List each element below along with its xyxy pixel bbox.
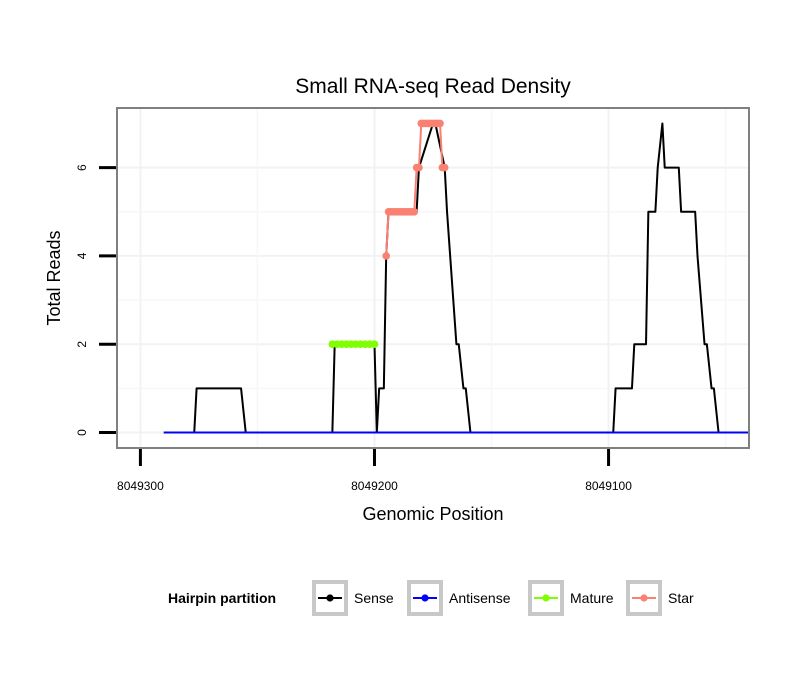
x-tick-label-2: 8049100 xyxy=(585,479,632,493)
legend-entry-mature: Mature xyxy=(528,580,614,616)
y-axis: 0 2 4 6 xyxy=(75,164,116,436)
legend-entry-sense: Sense xyxy=(312,580,394,616)
star-point xyxy=(410,207,419,216)
star-point xyxy=(382,252,390,260)
y-tick-label-0: 0 xyxy=(75,429,89,436)
star-series xyxy=(382,119,449,260)
x-tick-label-0: 8049300 xyxy=(117,479,164,493)
y-tick-label-1: 2 xyxy=(75,341,89,348)
x-tick-label-1: 8049200 xyxy=(351,479,398,493)
star-point xyxy=(415,163,423,172)
legend: Hairpin partition Sense Antisense Mature St… xyxy=(168,580,694,616)
legend-dot-mature xyxy=(542,594,550,602)
panel-background xyxy=(117,108,749,448)
legend-dot-sense xyxy=(326,594,334,602)
legend-dot-antisense xyxy=(421,594,429,602)
panel-border xyxy=(116,107,750,449)
mature-point xyxy=(370,340,379,349)
legend-entry-antisense: Antisense xyxy=(407,580,511,616)
y-tick-label-2: 4 xyxy=(75,252,89,259)
y-tick-label-3: 6 xyxy=(75,164,89,171)
legend-label-star: Star xyxy=(668,590,694,606)
legend-dot-star xyxy=(640,594,648,602)
chart-title: Small RNA-seq Read Density xyxy=(295,75,571,98)
legend-entry-star: Star xyxy=(626,580,694,616)
grid-lines xyxy=(117,108,749,448)
x-axis: 8049300 8049200 8049100 xyxy=(117,449,632,493)
legend-label-antisense: Antisense xyxy=(449,590,511,606)
y-axis-title: Total Reads xyxy=(44,230,64,325)
legend-title: Hairpin partition xyxy=(168,590,276,606)
legend-label-sense: Sense xyxy=(354,590,394,606)
star-point xyxy=(436,119,444,128)
mature-series xyxy=(328,340,379,349)
series-layer xyxy=(163,119,749,434)
legend-entries: Sense Antisense Mature Star xyxy=(312,580,694,616)
star-point xyxy=(440,163,449,172)
x-axis-title: Genomic Position xyxy=(362,504,503,524)
legend-label-mature: Mature xyxy=(570,590,614,606)
plot-panel xyxy=(116,107,750,449)
